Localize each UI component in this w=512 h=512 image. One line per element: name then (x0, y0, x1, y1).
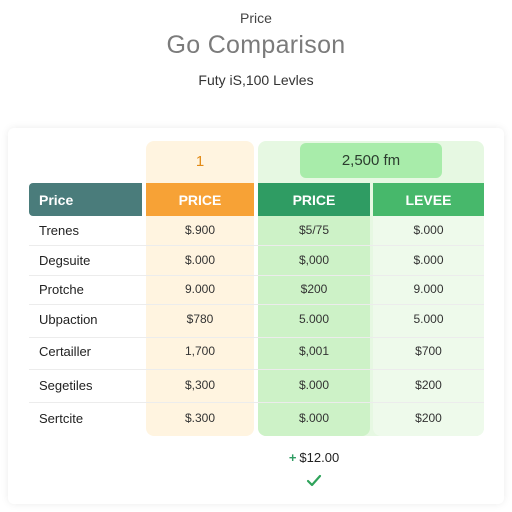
table-row: Ubpaction $780 5.000 5.000 (29, 305, 484, 334)
row-label: Segetiles (39, 378, 93, 393)
row-divider (29, 275, 484, 276)
column-header-plan-3[interactable]: LEVEE (373, 183, 484, 216)
row-divider (29, 304, 484, 305)
cell-plan-2: $,000 (298, 253, 330, 267)
row-label: Certailler (39, 344, 92, 359)
cell-plan-2: $200 (300, 282, 328, 296)
table-row: Sertcite $.300 $.000 $200 (29, 404, 484, 433)
cell-plan-1: $.900 (184, 223, 216, 237)
cell-plan-2: $.000 (298, 378, 330, 392)
row-label: Protche (39, 282, 84, 297)
cell-plan-3: $700 (415, 344, 442, 358)
column-header-price: Price (29, 183, 142, 216)
cell-plan-3: $200 (415, 378, 442, 392)
page-subtitle: Futy iS,100 Levles (198, 72, 314, 88)
cell-plan-3: $.000 (413, 253, 444, 267)
check-icon (258, 470, 370, 491)
row-label: Degsuite (39, 253, 91, 268)
cell-plan-2: $,001 (298, 344, 330, 358)
cell-plan-1: $.000 (184, 253, 216, 267)
cell-plan-1: $.300 (184, 411, 216, 425)
cell-plan-1: $,300 (184, 378, 216, 392)
row-label: Sertcite (39, 411, 84, 426)
column-background-green-mid (258, 184, 370, 436)
row-divider (29, 337, 484, 338)
cell-plan-2: $.000 (298, 411, 330, 425)
row-divider (29, 369, 484, 370)
table-row: Certailler 1,700 $,001 $700 (29, 337, 484, 366)
cell-plan-1: 1,700 (184, 344, 216, 358)
cell-plan-2: $5/75 (298, 223, 330, 237)
plan-badge-orange: 1 (195, 152, 205, 170)
cell-plan-3: 9.000 (413, 282, 444, 296)
cell-plan-1: $780 (186, 312, 214, 326)
table-row: Segetiles $,300 $.000 $200 (29, 371, 484, 400)
row-divider (29, 402, 484, 403)
cell-plan-2: 5.000 (298, 312, 330, 326)
cell-plan-3: $200 (415, 411, 442, 425)
cell-plan-1: 9.000 (184, 282, 216, 296)
header-eyebrow: Price (240, 10, 272, 26)
column-header-plan-2[interactable]: PRICE (258, 183, 370, 216)
table-row: Trenes $.900 $5/75 $.000 (29, 216, 484, 245)
plan-badge-green[interactable]: 2,500 fm (300, 143, 442, 178)
page-title: Go Comparison (166, 31, 346, 59)
row-divider (29, 245, 484, 246)
cell-plan-3: 5.000 (413, 312, 444, 326)
cell-plan-3: $.000 (413, 223, 444, 237)
plus-icon: + (288, 450, 297, 465)
table-row: Degsuite $.000 $,000 $.000 (29, 246, 484, 275)
column-header-plan-1[interactable]: PRICE (146, 183, 254, 216)
footer-total: + $12.00 (258, 450, 370, 465)
footer-total-value: $12.00 (299, 450, 340, 465)
table-row: Protche 9.000 $200 9.000 (29, 275, 484, 304)
row-label: Ubpaction (39, 312, 98, 327)
column-background-green-right (373, 184, 484, 436)
row-label: Trenes (39, 223, 79, 238)
